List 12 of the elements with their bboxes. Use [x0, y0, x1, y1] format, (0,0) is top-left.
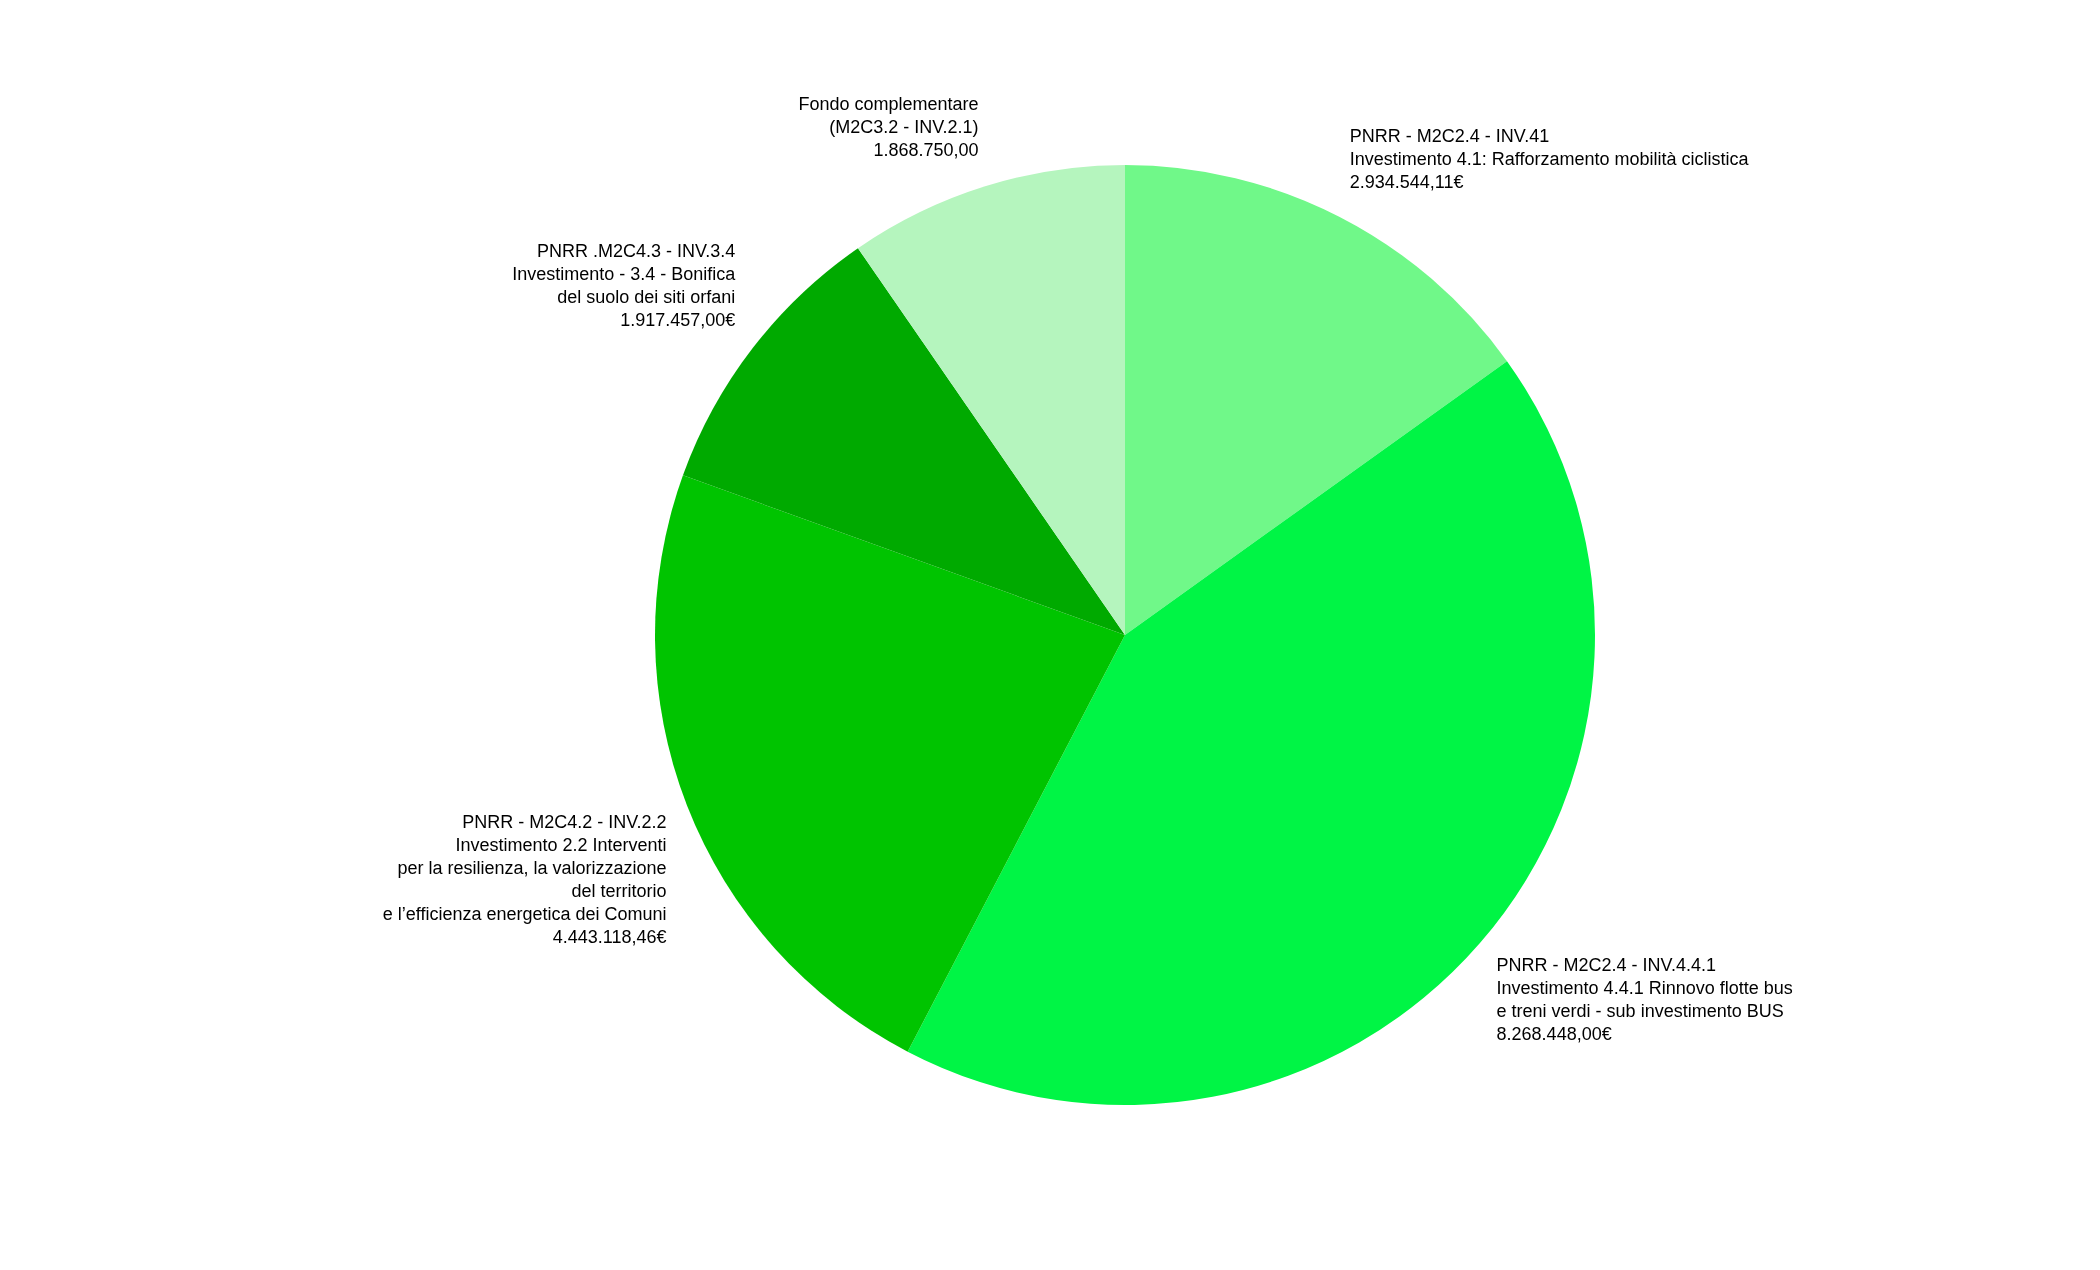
data-label: 2.934.544,11€: [1349, 172, 1464, 193]
slice-label: PNRR - M2C2.4 - INV.4.4.1 Investimento 4.4.1 Rinnovo flotte bus e treni verdi - sub investimento BUS: [1496, 955, 1793, 1022]
data-label: 4.443.118,46€: [552, 926, 667, 947]
data-label: 1.868.750,00: [873, 140, 979, 161]
pie-slice: [1125, 165, 1507, 635]
data-label: 1.917.457,00€: [620, 309, 736, 330]
slice-label: PNRR .M2C4.3 - INV.3.4 Investimento - 3.4 - Bonifica del suolo dei siti orfani: [512, 240, 737, 307]
slice-label: PNRR - M2C2.4 - INV.41 Investimento 4.1: Rafforzamento mobilità ciclistica: [1349, 126, 1750, 170]
data-label: 8.268.448,00€: [1496, 1024, 1612, 1045]
pie-slice: [857, 165, 1125, 635]
slice-label: Fondo complementare (M2C3.2 - INV.2.1): [798, 94, 979, 138]
slice-label: PNRR - M2C4.2 - INV.2.2 Investimento 2.2 Interventi per la resilienza, la valorizzazione del territorio e l’efficienza energetica dei Comuni: [382, 811, 667, 924]
